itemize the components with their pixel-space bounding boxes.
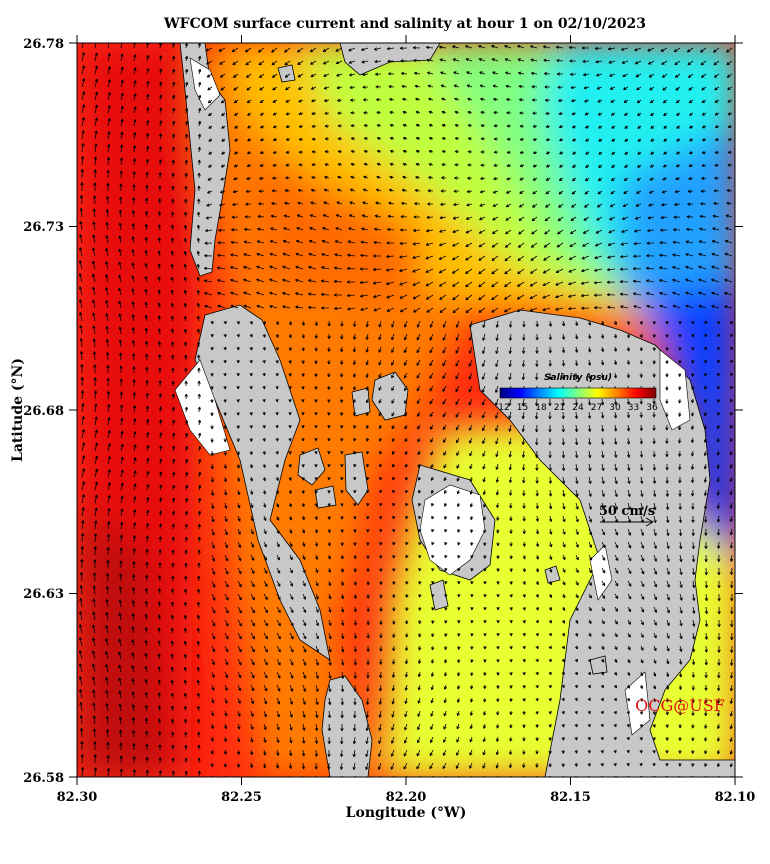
dry-area-ne-coast <box>659 349 691 431</box>
credit-label: OCG@USF <box>635 696 725 715</box>
colorbar-tick-label: 27 <box>591 403 602 413</box>
y-tick-label: 26.68 <box>23 404 64 419</box>
scale-arrow-head <box>645 517 654 527</box>
island-small-a <box>314 485 337 509</box>
x-tick-label: 82.25 <box>221 790 262 805</box>
colorbar-tick-label: 12 <box>498 403 509 413</box>
x-axis-label: Longitude (°W) <box>346 805 467 821</box>
island-small-b <box>544 565 561 584</box>
dry-area-east <box>589 544 613 601</box>
dry-area-central <box>419 484 486 576</box>
dry-area-southeast <box>624 671 651 736</box>
dry-area-west <box>174 359 231 456</box>
colorbar-tick-label: 36 <box>646 403 658 413</box>
scale-label: 50 cm/s <box>599 504 655 519</box>
colorbar-tick-label: 15 <box>517 403 528 413</box>
x-tick-label: 82.20 <box>386 790 427 805</box>
island-central-3 <box>297 447 326 486</box>
x-tick-label: 82.30 <box>57 790 98 805</box>
y-tick-label: 26.63 <box>23 587 64 602</box>
dry-area-north <box>189 57 221 111</box>
barrier-island-south <box>321 675 373 777</box>
map-title: WFCOM surface current and salinity at ho… <box>163 16 646 32</box>
colorbar-tick-label: 24 <box>572 403 584 413</box>
island-central-4 <box>344 451 369 506</box>
y-tick-label: 26.58 <box>23 771 64 786</box>
y-axis-label: Latitude (°N) <box>10 358 26 462</box>
colorbar-tick-label: 21 <box>554 403 565 413</box>
island-central-5 <box>351 387 371 417</box>
pine-island-west <box>194 304 331 661</box>
velocity-scale: 50 cm/s <box>599 504 655 527</box>
tick-marks <box>69 35 743 785</box>
colorbar-tick-label: 33 <box>628 403 639 413</box>
dry-areas <box>174 57 691 736</box>
colorbar-tick-label: 18 <box>535 403 547 413</box>
island-small-c <box>429 579 449 611</box>
y-tick-label: 26.78 <box>23 37 64 52</box>
colorbar-title: Salinity (psu) <box>544 373 612 383</box>
colorbar-tick-label: 30 <box>609 403 621 413</box>
island-north-small <box>277 64 296 83</box>
salinity-colorbar: Salinity (psu) 12 15 18 21 24 27 30 33 36 <box>498 373 658 413</box>
colorbar-gradient <box>499 387 657 399</box>
current-vectors <box>78 43 734 777</box>
x-tick-label: 82.15 <box>550 790 591 805</box>
plot-area <box>77 43 735 777</box>
x-tick-label: 82.10 <box>715 790 756 805</box>
current-vector-arrows <box>78 43 734 777</box>
y-tick-label: 26.73 <box>23 220 64 235</box>
